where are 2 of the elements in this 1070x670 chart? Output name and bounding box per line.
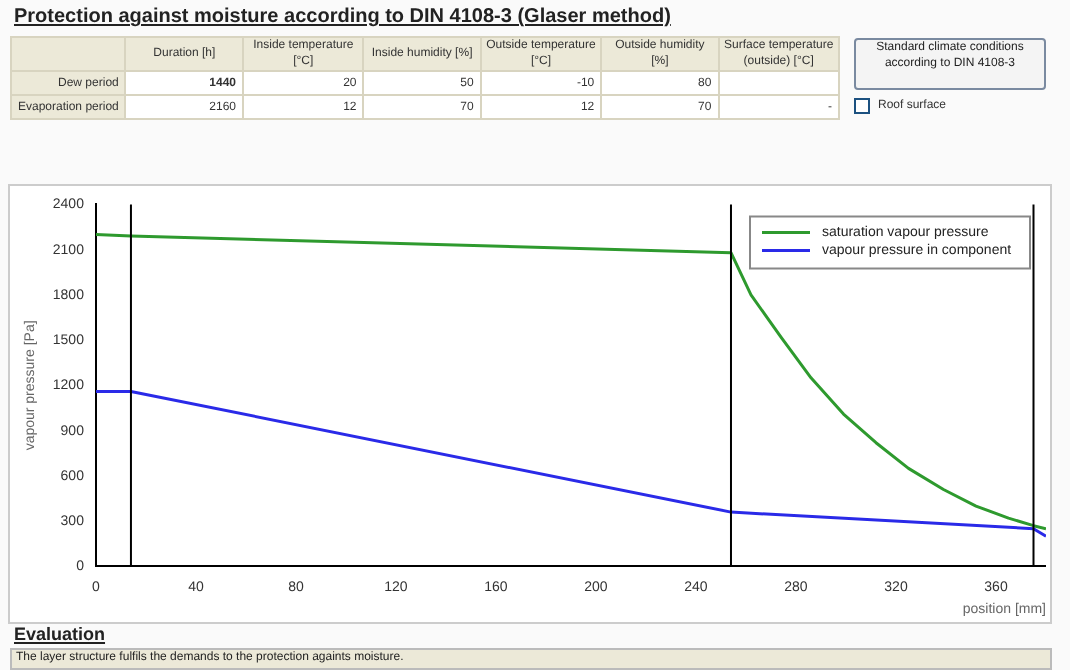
chart-title: Protection against moisture according to DIN 4108-3 (Glaser method) <box>14 6 671 28</box>
text: Evaluation <box>14 624 106 644</box>
